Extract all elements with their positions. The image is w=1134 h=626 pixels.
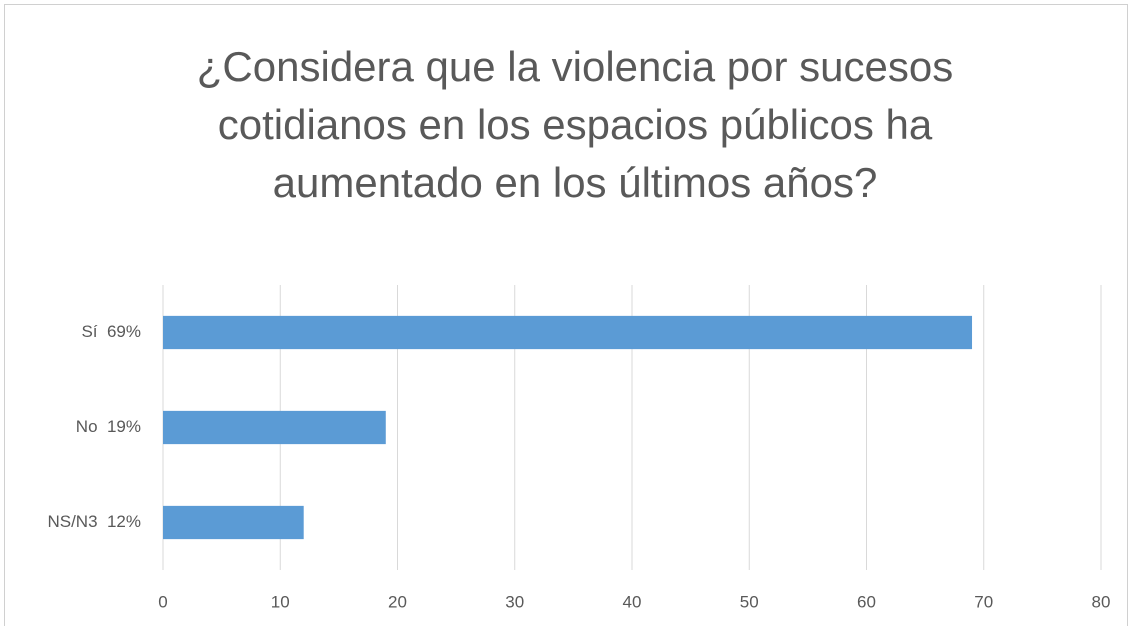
x-tick-label: 60	[857, 592, 876, 611]
y-tick-label: NS/N3 12%	[47, 512, 141, 531]
bar	[163, 410, 386, 445]
x-tick-label: 50	[740, 592, 759, 611]
y-tick-label: Sí 69%	[81, 322, 141, 341]
x-tick-label: 80	[1092, 592, 1111, 611]
chart-frame	[4, 4, 1128, 626]
y-tick-label: No 19%	[76, 417, 141, 436]
x-tick-label: 30	[505, 592, 524, 611]
x-tick-label: 70	[974, 592, 993, 611]
x-tick-label: 20	[388, 592, 407, 611]
x-tick-label: 40	[623, 592, 642, 611]
bar	[163, 505, 304, 540]
x-tick-label: 10	[271, 592, 290, 611]
chart-title: ¿Considera que la violencia por sucesos …	[196, 43, 954, 206]
x-tick-label: 0	[158, 592, 167, 611]
bar	[163, 315, 973, 350]
